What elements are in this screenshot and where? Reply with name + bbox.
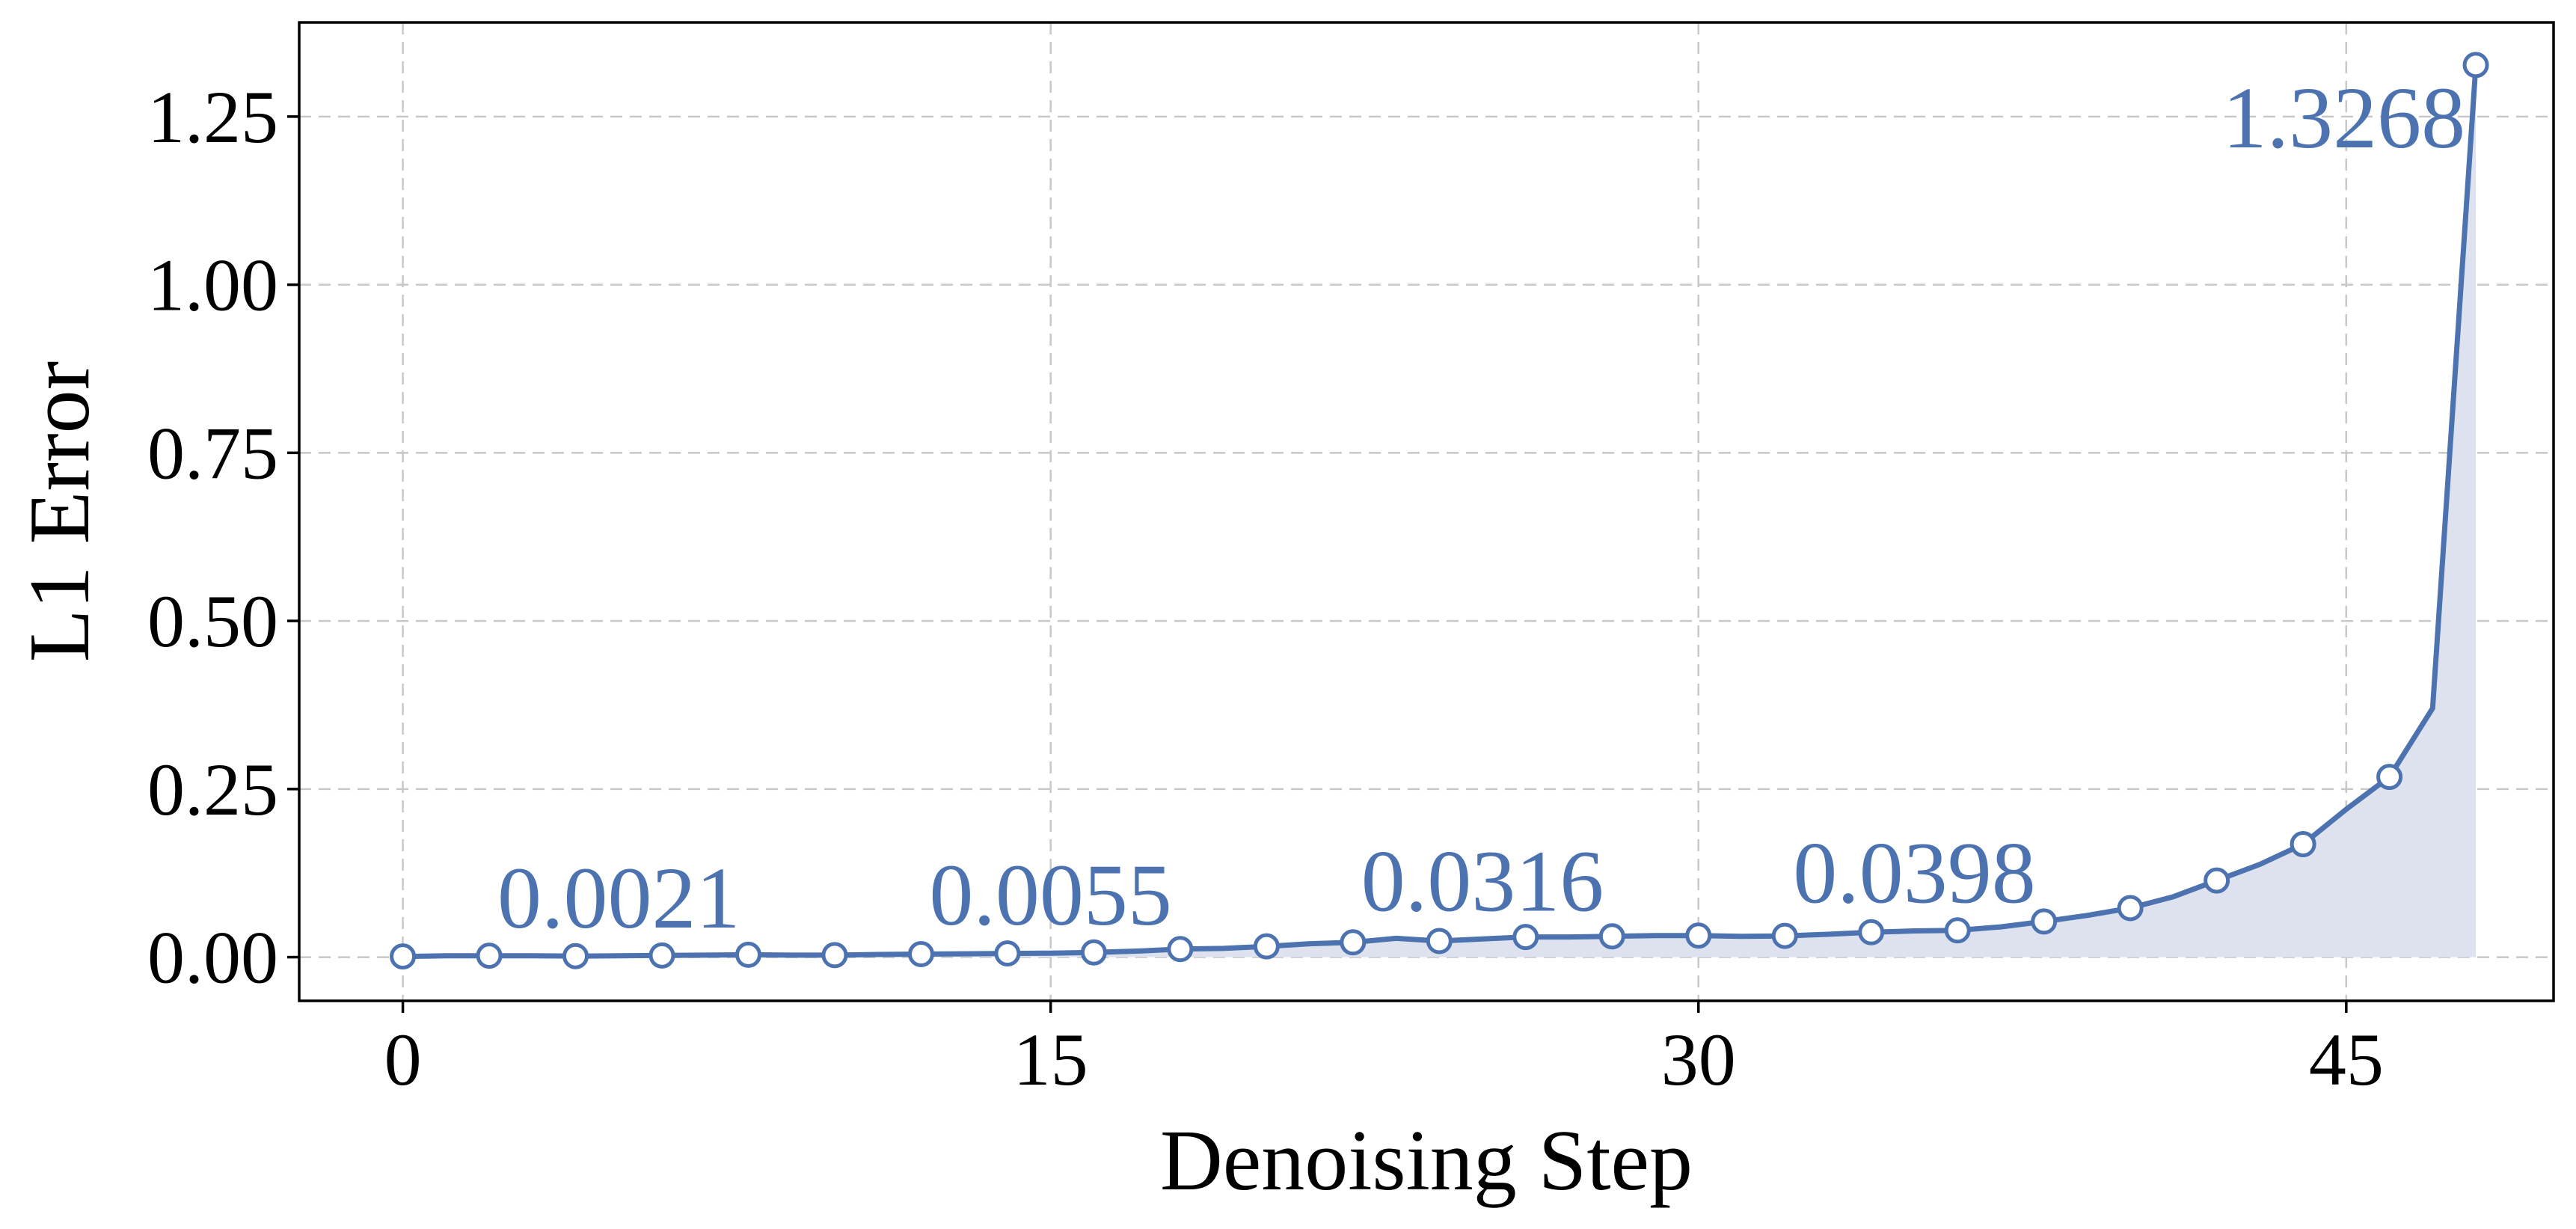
data-value-label: 0.0021 xyxy=(497,849,740,947)
x-tick-label: 0 xyxy=(384,1018,422,1101)
data-point-marker xyxy=(2031,908,2058,935)
x-tick-label: 15 xyxy=(1013,1018,1088,1101)
data-point-marker xyxy=(1771,922,1798,949)
y-axis-ticks: 0.00 0.25 0.50 0.75 1.00 1.25 xyxy=(147,76,299,999)
data-value-label: 0.0055 xyxy=(929,846,1172,944)
x-tick-label: 45 xyxy=(2309,1018,2384,1101)
data-point-marker xyxy=(1512,924,1539,951)
series-line xyxy=(402,64,2479,960)
data-point-marker xyxy=(2376,764,2403,791)
data-point-marker xyxy=(1253,933,1280,960)
data-point-marker xyxy=(2204,867,2230,894)
y-tick-label: 0.25 xyxy=(147,748,278,831)
x-axis-ticks: 0 15 30 45 xyxy=(384,1001,2384,1101)
plot-frame xyxy=(298,21,2555,1002)
series-markers xyxy=(390,52,2489,970)
data-value-label: 0.0316 xyxy=(1361,832,1604,930)
data-point-marker xyxy=(1167,936,1194,963)
y-tick-label: 0.00 xyxy=(147,916,278,999)
data-point-marker xyxy=(1598,923,1625,950)
data-point-marker xyxy=(735,941,761,968)
x-tick-label: 30 xyxy=(1661,1018,1736,1101)
data-point-marker xyxy=(2117,895,2144,922)
data-value-label: 1.3268 xyxy=(2223,69,2466,167)
data-point-marker xyxy=(994,940,1021,967)
data-point-marker xyxy=(648,942,675,969)
data-point-marker xyxy=(562,943,589,969)
data-point-marker xyxy=(390,943,417,970)
data-point-marker xyxy=(1426,928,1453,954)
data-point-marker xyxy=(2462,52,2489,79)
y-tick-label: 1.25 xyxy=(147,76,278,159)
y-tick-label: 0.50 xyxy=(147,580,278,663)
x-axis-title: Denoising Step xyxy=(1160,1113,1693,1209)
data-point-marker xyxy=(821,942,848,969)
y-tick-label: 1.00 xyxy=(147,244,278,327)
data-annotations: 0.0021 0.0055 0.0316 0.0398 1.3268 xyxy=(497,69,2465,947)
data-point-marker xyxy=(907,941,934,968)
data-point-marker xyxy=(1944,917,1971,944)
data-point-marker xyxy=(1080,939,1107,966)
area-fill xyxy=(402,64,2477,957)
data-point-marker xyxy=(2290,831,2316,858)
data-value-label: 0.0398 xyxy=(1793,824,2036,922)
y-tick-label: 0.75 xyxy=(147,411,278,494)
y-axis-title: L1 Error xyxy=(12,361,108,663)
data-point-marker xyxy=(1340,929,1367,956)
data-point-marker xyxy=(1685,922,1712,949)
data-point-marker xyxy=(1858,919,1885,945)
data-point-marker xyxy=(476,943,503,969)
